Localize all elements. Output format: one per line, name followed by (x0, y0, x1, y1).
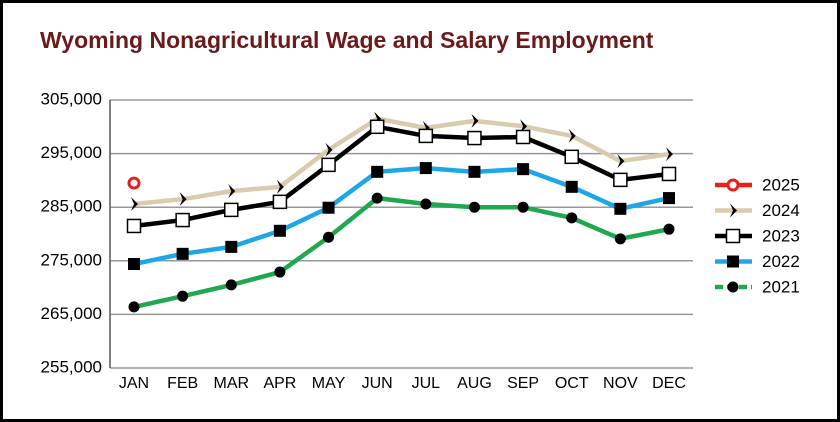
marker (727, 281, 739, 293)
marker (663, 223, 675, 235)
x-tick-label: DEC (652, 375, 686, 392)
marker (126, 218, 142, 234)
marker (418, 128, 434, 144)
legend-label: 2021 (762, 277, 800, 296)
x-tick-label: FEB (167, 375, 198, 392)
marker (272, 194, 288, 210)
x-tick-label: AUG (457, 375, 492, 392)
x-tick-label: OCT (555, 375, 589, 392)
marker (225, 240, 238, 253)
y-tick-label: 305,000 (41, 89, 102, 108)
x-tick-label: MAR (213, 375, 249, 392)
x-tick-label: JAN (119, 375, 149, 392)
marker (175, 212, 190, 228)
series-line (133, 124, 670, 229)
marker (468, 201, 480, 213)
marker (517, 163, 530, 176)
marker (666, 147, 673, 162)
marker (614, 202, 627, 215)
marker (564, 149, 579, 165)
marker (568, 128, 576, 143)
marker (371, 165, 384, 178)
series-line (133, 165, 670, 267)
x-tick-label: NOV (603, 375, 638, 392)
x-tick-label: JUN (362, 375, 393, 392)
marker (273, 224, 286, 237)
marker (566, 212, 578, 224)
y-tick-label: 285,000 (41, 197, 102, 216)
chart-title: Wyoming Nonagricultural Wage and Salary … (40, 27, 654, 53)
marker (420, 198, 432, 210)
marker (179, 192, 187, 207)
marker (225, 279, 237, 291)
marker (725, 228, 741, 244)
legend-label: 2022 (762, 252, 800, 271)
marker (127, 176, 141, 190)
marker (131, 196, 138, 211)
y-tick-label: 265,000 (41, 304, 102, 323)
y-tick-label: 275,000 (41, 250, 102, 269)
marker (515, 129, 531, 145)
series-line (133, 195, 670, 310)
marker (471, 113, 479, 128)
legend-label: 2023 (762, 226, 800, 245)
marker (369, 119, 385, 135)
x-tick-label: MAY (312, 375, 346, 392)
marker (371, 192, 383, 204)
marker (321, 157, 336, 173)
marker (663, 192, 675, 205)
x-tick-label: SEP (507, 375, 539, 392)
marker (128, 258, 140, 271)
series-line (133, 116, 670, 207)
marker (325, 142, 333, 157)
legend-label: 2025 (762, 175, 800, 194)
marker (730, 203, 737, 218)
marker (661, 166, 677, 182)
marker (614, 233, 626, 245)
marker (517, 201, 529, 213)
marker (224, 202, 239, 218)
marker (468, 165, 481, 178)
marker (565, 180, 578, 193)
marker (177, 290, 189, 302)
marker (274, 266, 286, 278)
y-tick-label: 255,000 (41, 357, 102, 376)
y-tick-label: 295,000 (41, 143, 102, 162)
marker (467, 130, 482, 146)
marker (128, 301, 140, 313)
marker (727, 255, 739, 268)
marker (276, 179, 284, 194)
marker (176, 247, 189, 260)
marker (322, 201, 335, 214)
marker (617, 154, 625, 169)
x-tick-label: APR (263, 375, 296, 392)
marker (613, 172, 628, 188)
marker (323, 231, 335, 243)
marker (726, 178, 740, 192)
legend-label: 2024 (762, 201, 800, 220)
marker (228, 184, 236, 199)
x-tick-label: JUL (412, 375, 441, 392)
marker (419, 162, 432, 175)
